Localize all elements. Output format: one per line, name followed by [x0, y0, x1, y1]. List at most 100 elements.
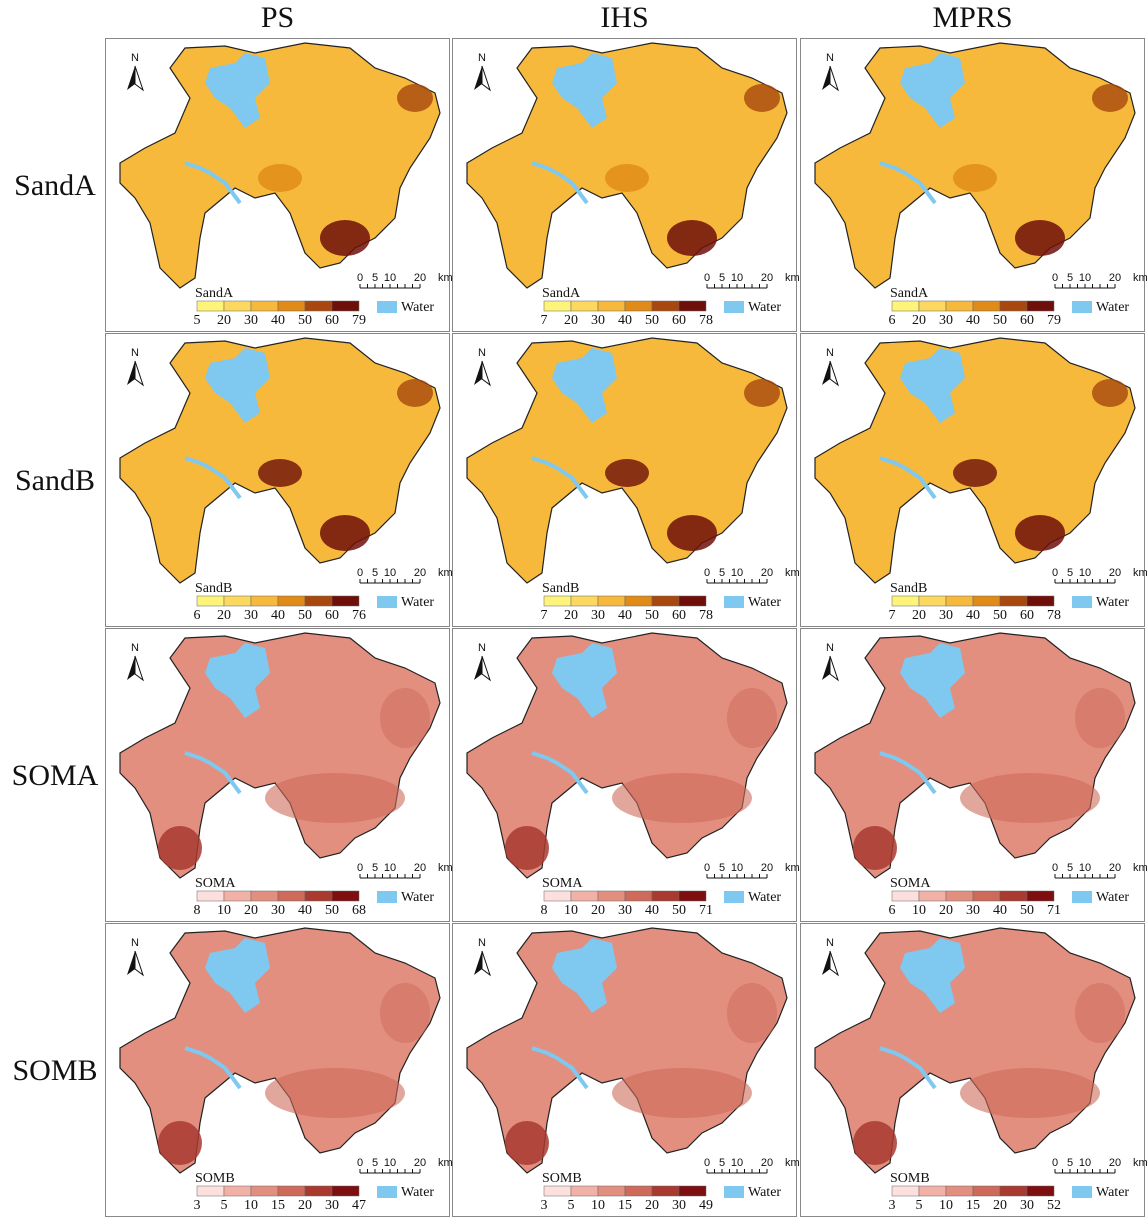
- legend-swatch: [571, 891, 598, 901]
- legend-label: 40: [645, 903, 659, 918]
- scale-label: 0: [357, 1157, 363, 1169]
- scale-label: 0: [1052, 1157, 1058, 1169]
- legend-swatch: [278, 596, 305, 606]
- legend-label: 71: [699, 903, 713, 918]
- legend-label: 40: [618, 608, 632, 623]
- legend-swatch: [251, 1186, 278, 1196]
- map-panel: N051020kmSandB7203040506078Water: [801, 334, 1148, 627]
- column-header: IHS: [600, 1, 648, 34]
- scale-label: 0: [1052, 862, 1058, 874]
- legend-label: 20: [939, 903, 953, 918]
- mid-patch: [265, 773, 405, 823]
- legend-label: 40: [271, 608, 285, 623]
- scale-label: 10: [731, 1157, 743, 1169]
- map-panel: N051020kmSandB6203040506076Water: [106, 334, 453, 627]
- legend-label: 60: [1020, 313, 1034, 328]
- legend-swatch: [332, 301, 359, 311]
- figure: PSIHSMPRSSandAN051020kmSandA520304050607…: [0, 0, 1148, 1217]
- scale-label: 20: [414, 1157, 426, 1169]
- water-label: Water: [1096, 1185, 1129, 1200]
- legend-label: 30: [244, 608, 258, 623]
- legend-label: 71: [1047, 903, 1061, 918]
- north-label: N: [131, 347, 139, 359]
- legend-title: SOMA: [542, 876, 583, 891]
- legend-label: 30: [939, 313, 953, 328]
- scale-label: 0: [704, 567, 710, 579]
- legend-swatch: [1027, 596, 1054, 606]
- scale-label: 20: [1109, 862, 1121, 874]
- legend-label: 79: [1047, 313, 1061, 328]
- legend-swatch: [544, 891, 571, 901]
- legend-swatch: [625, 891, 652, 901]
- scale-label: 5: [719, 862, 725, 874]
- legend-label: 30: [939, 608, 953, 623]
- legend-label: 40: [618, 313, 632, 328]
- legend-label: 78: [699, 313, 713, 328]
- legend-label: 78: [1047, 608, 1061, 623]
- legend-label: 3: [541, 1198, 548, 1213]
- scale-label: 10: [1079, 862, 1091, 874]
- legend-title: SOMA: [195, 876, 236, 891]
- legend-label: 3: [194, 1198, 201, 1213]
- north-label: N: [131, 937, 139, 949]
- water-label: Water: [1096, 300, 1129, 315]
- legend-swatch: [197, 301, 224, 311]
- water-swatch: [377, 596, 397, 608]
- mid-patch: [960, 773, 1100, 823]
- legend-swatch: [679, 301, 706, 311]
- legend-label: 50: [645, 313, 659, 328]
- legend-label: 20: [564, 608, 578, 623]
- mid-patch: [258, 164, 302, 192]
- scale-label: km: [1133, 1157, 1148, 1169]
- scale-label: 0: [357, 567, 363, 579]
- legend-label: 5: [916, 1198, 923, 1213]
- map-panel: N051020kmSandA6203040506079Water: [801, 39, 1148, 332]
- scale-label: km: [785, 862, 800, 874]
- legend-swatch: [1027, 301, 1054, 311]
- legend-swatch: [679, 1186, 706, 1196]
- legend-swatch: [946, 1186, 973, 1196]
- legend-label: 68: [352, 903, 366, 918]
- legend-label: 20: [217, 608, 231, 623]
- legend-label: 8: [541, 903, 548, 918]
- high-patch: [505, 1121, 549, 1165]
- mid-patch: [727, 983, 777, 1043]
- legend-swatch: [571, 301, 598, 311]
- legend-swatch: [919, 301, 946, 311]
- north-label: N: [826, 52, 834, 64]
- water-label: Water: [401, 890, 434, 905]
- legend-label: 15: [618, 1198, 632, 1213]
- scale-label: 20: [761, 862, 773, 874]
- legend-swatch: [251, 891, 278, 901]
- water-label: Water: [401, 595, 434, 610]
- legend-label: 50: [645, 608, 659, 623]
- legend-label: 30: [591, 313, 605, 328]
- scale-label: 10: [384, 272, 396, 284]
- legend-swatch: [652, 301, 679, 311]
- legend-title: SandA: [890, 286, 929, 301]
- column-header: PS: [261, 1, 294, 34]
- scale-label: 0: [704, 272, 710, 284]
- legend-label: 50: [298, 608, 312, 623]
- scale-label: 5: [719, 567, 725, 579]
- column-header: MPRS: [932, 1, 1012, 34]
- high-patch: [320, 515, 370, 551]
- legend-swatch: [251, 596, 278, 606]
- row-label: SandB: [15, 464, 95, 497]
- legend-label: 20: [645, 1198, 659, 1213]
- legend-swatch: [919, 596, 946, 606]
- legend-swatch: [278, 891, 305, 901]
- scale-label: km: [438, 272, 453, 284]
- legend-label: 30: [1020, 1198, 1034, 1213]
- north-label: N: [131, 52, 139, 64]
- legend-label: 49: [699, 1198, 713, 1213]
- mid-patch: [1092, 84, 1128, 112]
- mid-patch: [380, 983, 430, 1043]
- high-patch: [505, 826, 549, 870]
- scale-label: 0: [1052, 272, 1058, 284]
- mid-patch: [1075, 983, 1125, 1043]
- legend-swatch: [892, 1186, 919, 1196]
- water-swatch: [724, 891, 744, 903]
- legend-label: 3: [889, 1198, 896, 1213]
- scale-label: 5: [1067, 862, 1073, 874]
